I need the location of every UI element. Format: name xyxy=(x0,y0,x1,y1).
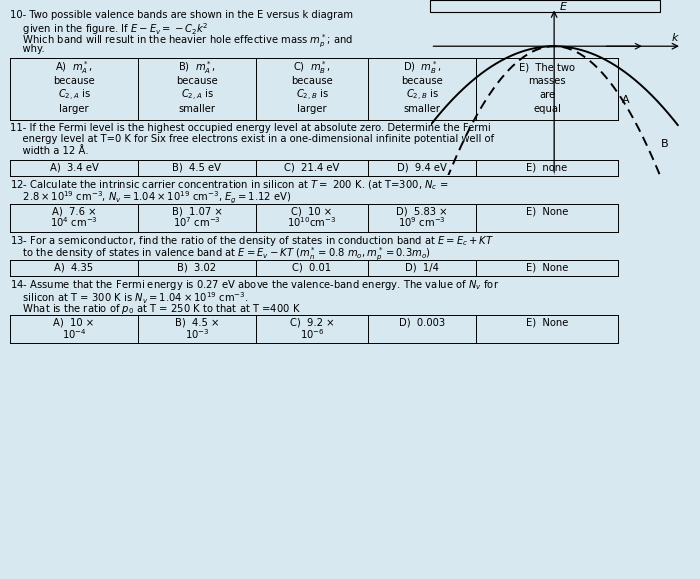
Text: E)  The two: E) The two xyxy=(519,63,575,72)
Text: $C_{2,A}$ is: $C_{2,A}$ is xyxy=(181,87,214,102)
Text: masses: masses xyxy=(528,76,566,86)
Text: 12- Calculate the intrinsic carrier concentration in silicon at $T =$ 200 K. (at: 12- Calculate the intrinsic carrier conc… xyxy=(10,178,449,192)
Text: B: B xyxy=(662,139,669,149)
Text: because: because xyxy=(53,76,95,86)
Text: $C_{2,B}$ is: $C_{2,B}$ is xyxy=(405,87,438,102)
Text: 14- Assume that the Fermi energy is 0.27 eV above the valence-band energy. The v: 14- Assume that the Fermi energy is 0.27… xyxy=(10,278,499,292)
Text: energy level at T=0 K for Six free electrons exist in a one-dimensional infinite: energy level at T=0 K for Six free elect… xyxy=(10,134,494,145)
Text: A)  7.6 ×: A) 7.6 × xyxy=(52,206,97,217)
Text: What is the ratio of $p_0$ at T = 250 K to that at T =400 K: What is the ratio of $p_0$ at T = 250 K … xyxy=(10,302,301,316)
Text: 13- For a semiconductor, find the ratio of the density of states in conduction b: 13- For a semiconductor, find the ratio … xyxy=(10,234,494,248)
Text: $10^{-3}$: $10^{-3}$ xyxy=(185,327,209,341)
Text: $10^{-4}$: $10^{-4}$ xyxy=(62,327,86,341)
Text: A)  4.35: A) 4.35 xyxy=(55,262,94,273)
Text: B)  1.07 ×: B) 1.07 × xyxy=(172,206,223,217)
Text: D)  0.003: D) 0.003 xyxy=(399,318,445,328)
Bar xyxy=(430,0,660,12)
Text: E)  None: E) None xyxy=(526,262,568,273)
Text: E)  None: E) None xyxy=(526,318,568,328)
Text: B)  4.5 ×: B) 4.5 × xyxy=(175,318,219,328)
Text: 11- If the Fermi level is the highest occupied energy level at absolute zero. De: 11- If the Fermi level is the highest oc… xyxy=(10,123,491,133)
Text: D)  5.83 ×: D) 5.83 × xyxy=(396,206,448,217)
Text: $C_{2,B}$ is: $C_{2,B}$ is xyxy=(295,87,328,102)
Text: 10- Two possible valence bands are shown in the E versus k diagram: 10- Two possible valence bands are shown… xyxy=(10,10,353,20)
Text: $10^9$ cm$^{-3}$: $10^9$ cm$^{-3}$ xyxy=(398,215,446,229)
Text: $2.8 \times 10^{19}$ cm$^{-3}$, $N_v = 1.04 \times 10^{19}$ cm$^{-3}$, $E_g = 1.: $2.8 \times 10^{19}$ cm$^{-3}$, $N_v = 1… xyxy=(10,190,291,206)
Text: Which band will result in the heavier hole effective mass $m_p^*$; and: Which band will result in the heavier ho… xyxy=(10,33,353,50)
Text: D)  9.4 eV: D) 9.4 eV xyxy=(397,163,447,173)
Text: smaller: smaller xyxy=(403,104,440,114)
Text: smaller: smaller xyxy=(178,104,216,114)
Text: C)  21.4 eV: C) 21.4 eV xyxy=(284,163,340,173)
Text: $C_{2,A}$ is: $C_{2,A}$ is xyxy=(57,87,90,102)
Text: equal: equal xyxy=(533,104,561,114)
Text: A)  10 ×: A) 10 × xyxy=(53,318,94,328)
Text: A: A xyxy=(622,96,630,105)
Text: are: are xyxy=(539,90,555,100)
Text: $10^7$ cm$^{-3}$: $10^7$ cm$^{-3}$ xyxy=(173,215,221,229)
Text: C)  0.01: C) 0.01 xyxy=(293,262,332,273)
Text: E)  None: E) None xyxy=(526,206,568,217)
Text: D)  $m_B^*$,: D) $m_B^*$, xyxy=(402,59,442,76)
Text: $10^{-6}$: $10^{-6}$ xyxy=(300,327,324,341)
Text: width a 12 Å.: width a 12 Å. xyxy=(10,146,89,156)
Text: A)  $m_A^*$,: A) $m_A^*$, xyxy=(55,59,93,76)
Text: B)  $m_A^*$,: B) $m_A^*$, xyxy=(178,59,216,76)
Text: $k$: $k$ xyxy=(671,31,680,43)
Text: larger: larger xyxy=(298,104,327,114)
Text: to the density of states in valence band at $E = E_v - KT$ ($m_n^* = 0.8$ $m_o, : to the density of states in valence band… xyxy=(10,246,431,263)
Text: $10^4$ cm$^{-3}$: $10^4$ cm$^{-3}$ xyxy=(50,215,98,229)
Text: $10^{10}$cm$^{-3}$: $10^{10}$cm$^{-3}$ xyxy=(288,215,337,229)
Text: C)  10 ×: C) 10 × xyxy=(291,206,332,217)
Text: silicon at T = 300 K is $N_v = 1.04 \times 10^{19}$ cm$^{-3}$.: silicon at T = 300 K is $N_v = 1.04 \tim… xyxy=(10,290,248,306)
Text: C)  $m_B^*$,: C) $m_B^*$, xyxy=(293,59,331,76)
Text: because: because xyxy=(401,76,443,86)
Text: E)  none: E) none xyxy=(526,163,568,173)
Text: D)  1/4: D) 1/4 xyxy=(405,262,439,273)
Text: C)  9.2 ×: C) 9.2 × xyxy=(290,318,335,328)
Text: A)  3.4 eV: A) 3.4 eV xyxy=(50,163,99,173)
Text: B)  4.5 eV: B) 4.5 eV xyxy=(172,163,221,173)
Text: because: because xyxy=(176,76,218,86)
Text: larger: larger xyxy=(60,104,89,114)
Text: why.: why. xyxy=(10,45,45,54)
Text: given in the figure. If $E - E_v = -C_2k^2$: given in the figure. If $E - E_v = -C_2k… xyxy=(10,21,209,37)
Text: B)  3.02: B) 3.02 xyxy=(177,262,216,273)
Text: $E$: $E$ xyxy=(559,0,568,12)
Text: because: because xyxy=(291,76,333,86)
